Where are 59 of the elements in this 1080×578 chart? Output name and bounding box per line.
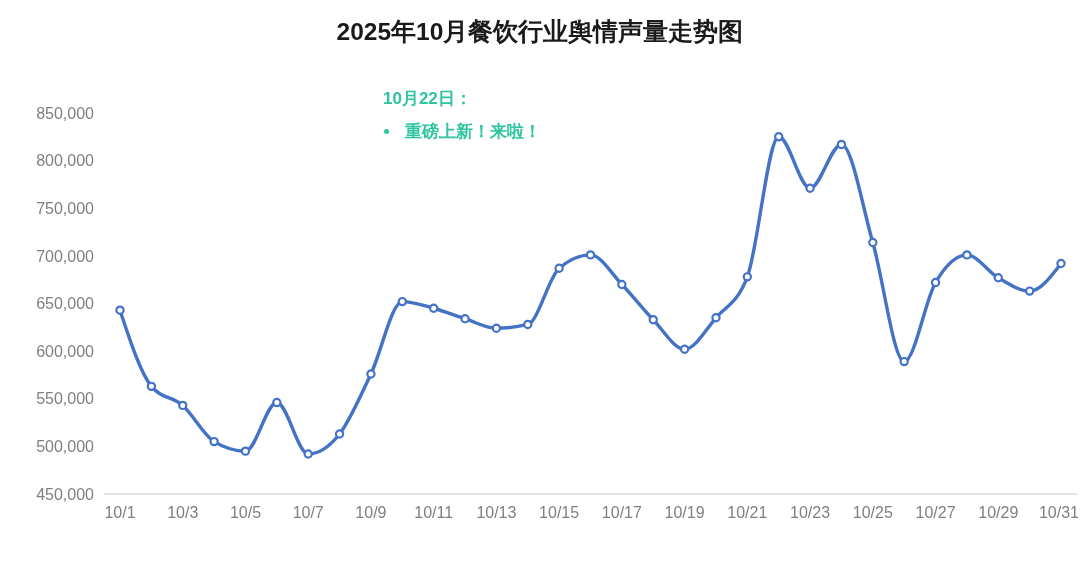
x-tick-label: 10/1 (104, 504, 136, 522)
point (272, 397, 282, 408)
x-tick-label: 10/3 (167, 504, 199, 522)
y-tick-label: 700,000 (36, 247, 95, 265)
point (554, 263, 564, 273)
point (930, 277, 941, 288)
point (805, 183, 815, 193)
x-tick-label: 10/15 (539, 504, 580, 522)
point (334, 429, 345, 439)
x-tick-label: 10/23 (790, 504, 831, 522)
chart-title: 2025年10月餐饮行业舆情声量走势图 (335, 17, 745, 47)
text: 10月22日： (383, 88, 473, 110)
y-tick-label: 500,000 (36, 438, 95, 456)
x-tick-label: 10/21 (727, 504, 768, 522)
point (428, 303, 439, 313)
point (209, 436, 219, 447)
point (836, 139, 847, 150)
point (648, 314, 658, 325)
point (366, 369, 376, 379)
point (1056, 258, 1066, 269)
y-tick-label: 850,000 (36, 104, 95, 122)
y-tick-label: 650,000 (36, 295, 95, 313)
point (617, 279, 627, 290)
y-tick-label: 450,000 (36, 485, 95, 503)
point (711, 313, 721, 323)
annotation: 重磅上新！来啦！ (405, 121, 541, 143)
point (491, 323, 502, 333)
point (742, 272, 753, 282)
x-tick-label: 10/29 (978, 504, 1019, 522)
x-tick-label: 10/5 (229, 504, 262, 522)
point (585, 250, 596, 260)
y-tick-label: 750,000 (36, 199, 95, 217)
point (993, 273, 1003, 283)
x-tick-label: 10/31 (1038, 504, 1080, 522)
point (178, 400, 188, 411)
point (397, 296, 407, 307)
point (460, 314, 470, 324)
x-tick-label: 10/9 (355, 504, 387, 522)
y-tick-label: 800,000 (36, 152, 95, 170)
point (1024, 286, 1035, 296)
point (303, 449, 313, 459)
x-tick-label: 10/17 (601, 504, 642, 522)
y-tick-label: 550,000 (36, 390, 95, 408)
point (679, 344, 690, 354)
point (899, 356, 909, 367)
x-tick-label: 10/13 (476, 504, 517, 522)
point (115, 305, 125, 315)
x-tick-label: 10/19 (664, 504, 705, 522)
x-tick-label: 10/25 (852, 504, 893, 522)
y-tick-label: 600,000 (36, 342, 95, 360)
point (868, 237, 878, 248)
x-tick-label: 10/7 (292, 504, 324, 522)
point (146, 381, 157, 392)
point (240, 446, 251, 456)
point (774, 132, 784, 142)
x-tick-label: 10/11 (414, 504, 454, 522)
point (523, 319, 533, 330)
x-tick-label: 10/27 (915, 504, 956, 522)
point (962, 250, 972, 260)
